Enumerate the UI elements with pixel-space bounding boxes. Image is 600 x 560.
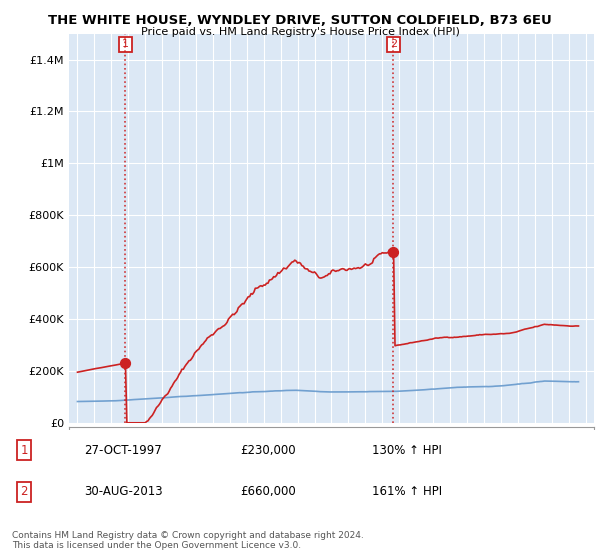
Point [389,247,398,256]
Text: 1: 1 [20,444,28,457]
Text: 30-AUG-2013: 30-AUG-2013 [84,486,163,498]
Text: THE WHITE HOUSE, WYNDLEY DRIVE, SUTTON COLDFIELD, B73 6EU: THE WHITE HOUSE, WYNDLEY DRIVE, SUTTON C… [48,14,552,27]
Point [121,358,130,367]
Text: 2: 2 [20,486,28,498]
Text: 130% ↑ HPI: 130% ↑ HPI [372,444,442,457]
Text: 27-OCT-1997: 27-OCT-1997 [84,444,162,457]
Text: THE WHITE HOUSE, WYNDLEY DRIVE, SUTTON COLDFIELD, B73 6EU (detached house): THE WHITE HOUSE, WYNDLEY DRIVE, SUTTON C… [109,433,537,444]
Text: 161% ↑ HPI: 161% ↑ HPI [372,486,442,498]
Text: 1: 1 [122,39,129,49]
Text: £230,000: £230,000 [240,444,296,457]
Text: Price paid vs. HM Land Registry's House Price Index (HPI): Price paid vs. HM Land Registry's House … [140,27,460,37]
Text: Contains HM Land Registry data © Crown copyright and database right 2024.
This d: Contains HM Land Registry data © Crown c… [12,530,364,550]
Text: £660,000: £660,000 [240,486,296,498]
Text: HPI: Average price, detached house, Birmingham: HPI: Average price, detached house, Birm… [109,454,354,464]
Text: 2: 2 [390,39,397,49]
